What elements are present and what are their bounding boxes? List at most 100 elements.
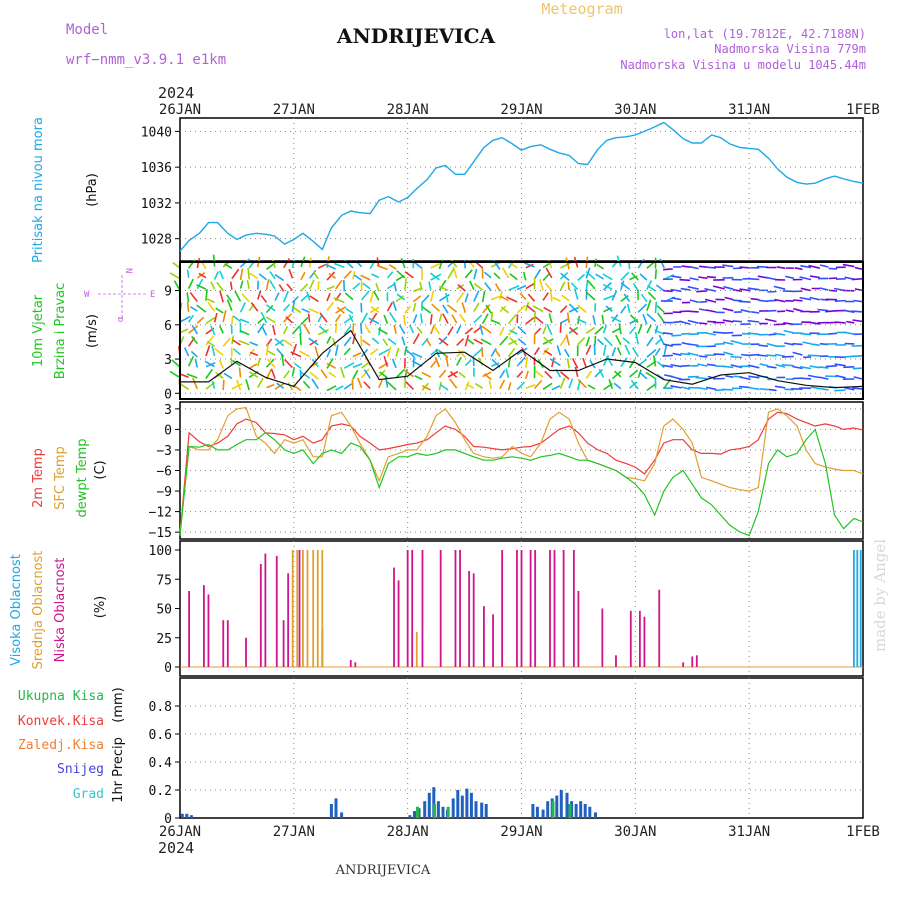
wind-arrow <box>565 334 570 346</box>
wind-arrow <box>191 335 198 345</box>
wind-arrow <box>352 282 361 290</box>
cloud-unit: (%) <box>93 596 108 619</box>
wind-arrow <box>446 304 458 313</box>
wind-arrow <box>352 333 357 345</box>
wind-arrow <box>747 332 760 336</box>
wind-arrow <box>218 359 224 369</box>
wind-arrow <box>670 385 682 389</box>
year-bottom: 2024 <box>158 839 194 857</box>
wind-arrow <box>722 341 734 345</box>
wind-arrow <box>210 325 216 336</box>
wind-arrow <box>348 314 354 323</box>
wind-arrow <box>309 339 318 346</box>
wind-arrow <box>846 320 855 324</box>
wind-arrow <box>750 297 760 301</box>
wind-arrow <box>774 385 786 389</box>
wind-arrow <box>389 312 397 323</box>
wind-arrow <box>509 329 518 335</box>
precip-bar <box>474 801 478 818</box>
precip-legend-total: Ukupna Kisa <box>18 689 104 704</box>
wind-arrow <box>597 338 605 346</box>
wind-arrow <box>300 294 309 302</box>
wind-arrow <box>360 274 371 281</box>
wind-arrow <box>681 332 691 335</box>
wind-arrow <box>376 264 388 271</box>
wind-arrow <box>205 297 215 304</box>
ytick-label: 0.8 <box>149 700 172 715</box>
wind-arrow <box>308 279 315 290</box>
wind-arrow <box>781 355 794 358</box>
wind-arrow <box>508 284 520 291</box>
precip-bar <box>480 802 484 818</box>
wind-arrow <box>568 303 579 313</box>
wind-arrow <box>434 356 441 368</box>
wind-compass: N W E α <box>84 268 155 322</box>
model-name: wrf−nmm_v3.9.1 e1km <box>66 52 226 68</box>
wind-arrow <box>646 261 655 269</box>
wind-arrow <box>483 271 492 279</box>
wind-arrow <box>300 271 306 281</box>
wind-unit: (m/s) <box>85 314 100 348</box>
wind-arrow <box>828 332 838 335</box>
wind-arrow <box>577 318 587 324</box>
wind-arrow <box>671 297 682 301</box>
date-label-top: 27JAN <box>273 102 315 118</box>
wind-arrow <box>186 302 190 312</box>
wind-arrow <box>438 293 450 302</box>
wind-arrow <box>738 300 751 303</box>
wind-arrow <box>318 325 328 334</box>
cloud-high-label: Visoka Oblacnost <box>9 554 24 666</box>
wind-arrow <box>663 289 673 293</box>
wind-panel: 0 3 6 9 10m Vjetar Brzina i Pravac (m/s) N … <box>31 254 864 402</box>
wind-arrow <box>282 339 293 347</box>
wind-arrow <box>671 275 682 279</box>
wind-arrow <box>270 368 276 379</box>
wind-arrow <box>658 334 665 346</box>
wind-arrow <box>577 304 587 314</box>
wind-arrow <box>494 283 501 292</box>
wind-arrow <box>249 272 259 280</box>
wind-arrow <box>505 368 510 379</box>
wind-arrow <box>825 365 838 368</box>
wind-arrow <box>343 383 353 390</box>
wind-arrow <box>611 347 617 357</box>
wind-arrow <box>198 272 207 279</box>
wind-arrow <box>699 322 708 325</box>
wind-arrow <box>473 282 484 291</box>
wind-arrow <box>473 302 480 312</box>
wind-arrow <box>810 386 820 390</box>
wind-arrow <box>317 328 329 336</box>
wind-arrow <box>404 378 407 388</box>
wind-arrow <box>509 337 518 346</box>
wind-arrow <box>688 343 699 347</box>
wind-arrow <box>448 378 458 389</box>
wind-arrow <box>172 262 181 269</box>
wind-arrow <box>187 314 195 323</box>
wind-arrow <box>334 344 339 356</box>
wind-arrow <box>257 357 261 367</box>
wind-arrow <box>620 280 625 290</box>
wind-arrow <box>834 389 846 392</box>
ytick-label: 3 <box>164 403 172 418</box>
wind-arrow <box>456 338 465 346</box>
wind-arrow <box>274 338 285 347</box>
wind-arrow <box>723 331 734 334</box>
wind-arrow <box>615 334 622 346</box>
wind-arrow <box>654 338 662 346</box>
wind-arrow <box>519 292 527 301</box>
ytick-label: 1032 <box>141 197 172 212</box>
station-title: ANDRIJEVICA <box>336 24 496 48</box>
wind-arrow <box>334 279 343 290</box>
wind-arrow <box>781 364 794 367</box>
precip-unit: (mm) <box>111 687 126 722</box>
wind-arrow <box>464 334 470 347</box>
wind-arrow <box>525 263 534 269</box>
wind-arrow <box>464 327 474 335</box>
wind-arrow <box>765 276 777 281</box>
wind-arrow <box>507 348 516 357</box>
wind-arrow <box>483 373 492 381</box>
wind-arrow <box>204 360 215 368</box>
wind-arrow <box>266 383 275 389</box>
wind-arrow <box>655 284 665 292</box>
wind-arrow <box>808 264 820 269</box>
